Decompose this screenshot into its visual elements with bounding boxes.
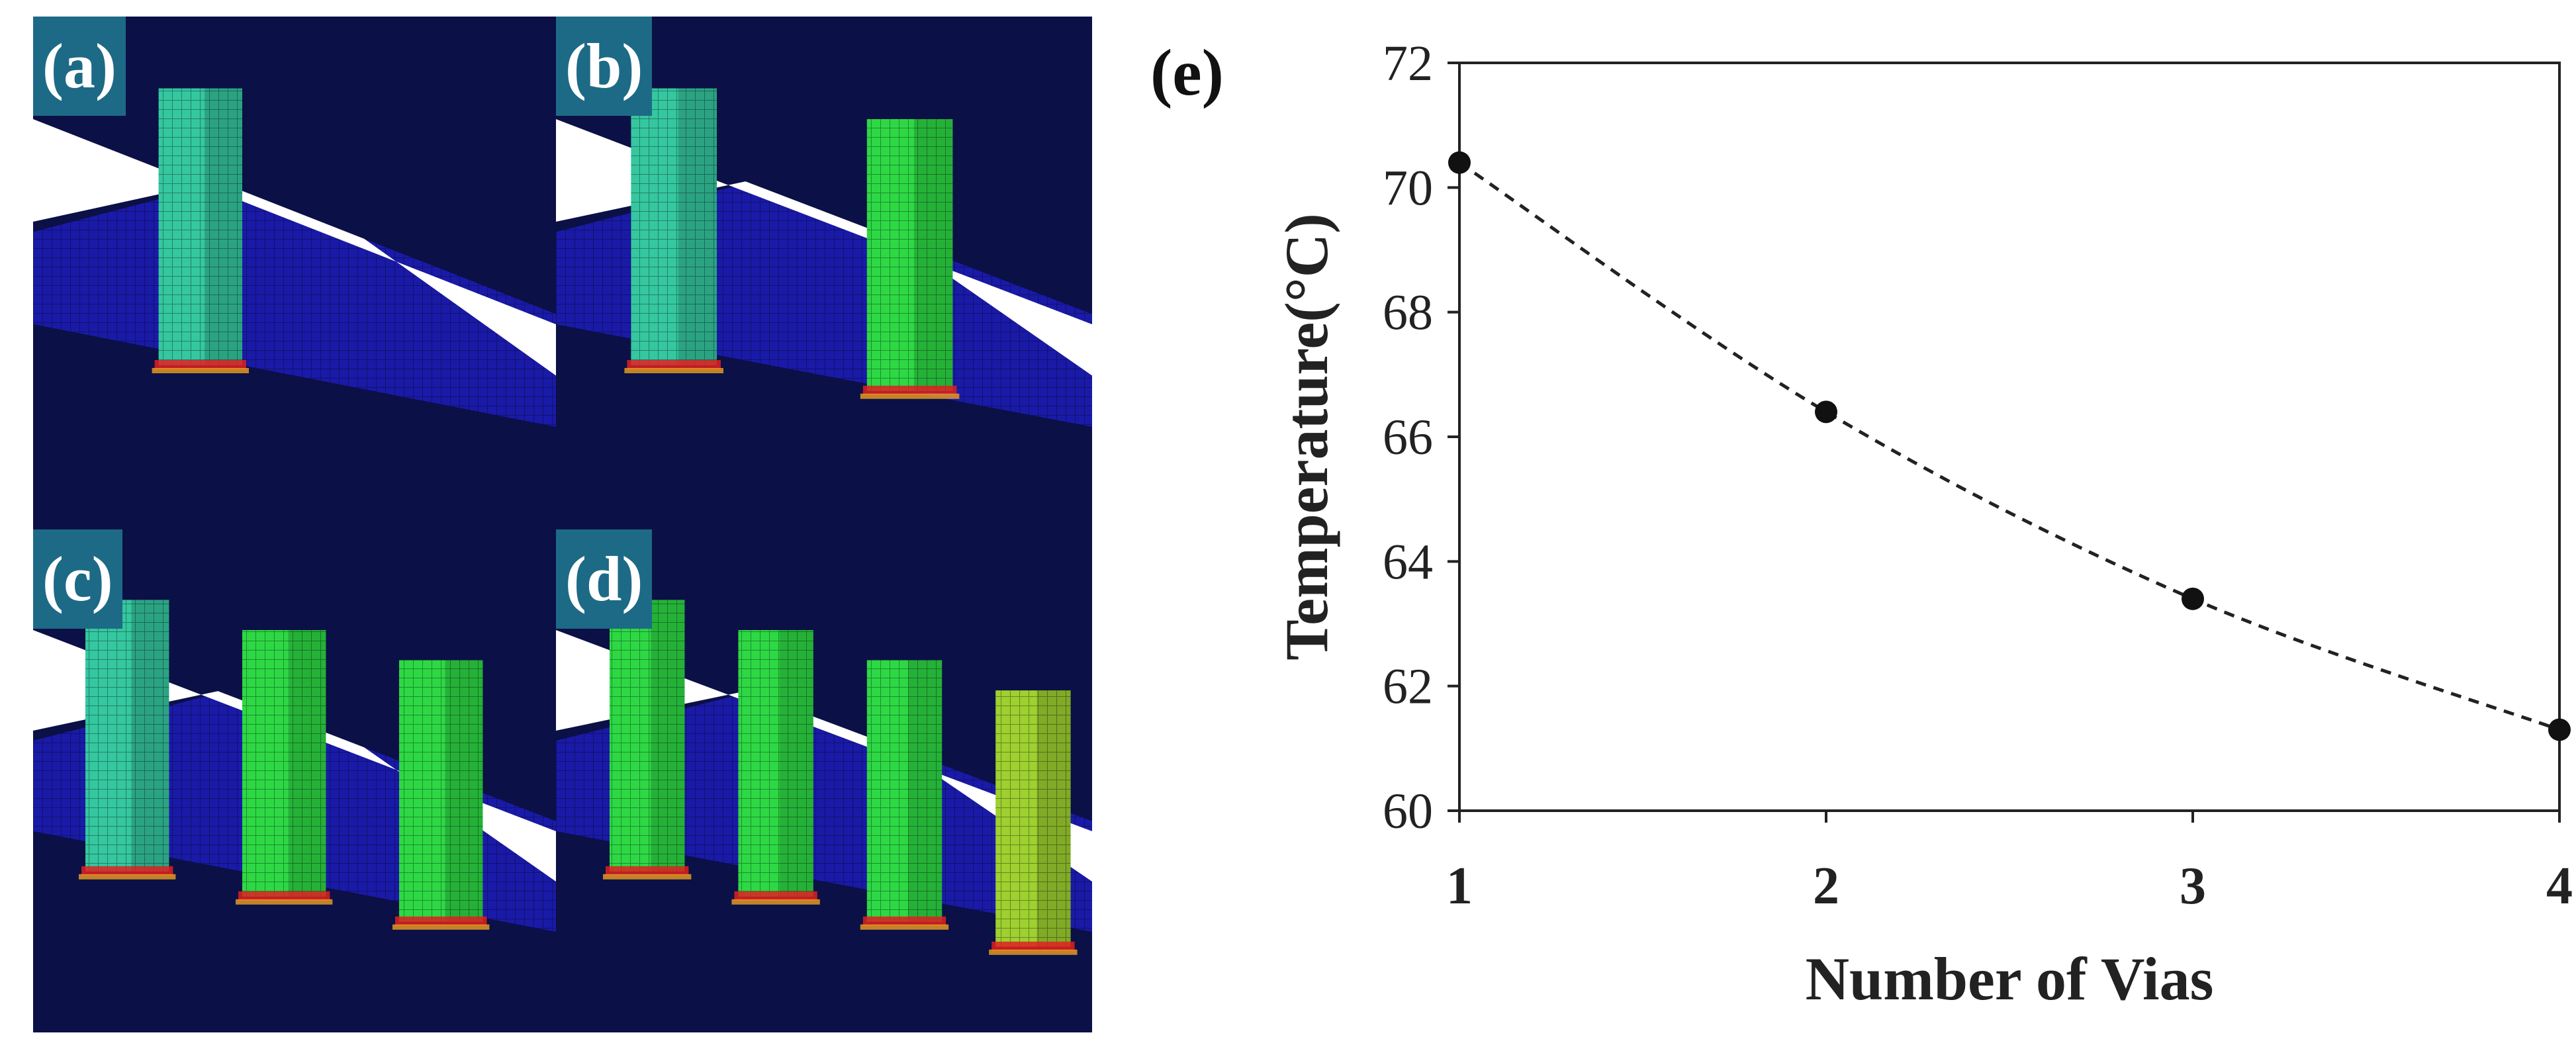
data-point-2 bbox=[1815, 400, 1837, 424]
panel-b-label: (b) bbox=[556, 17, 653, 116]
panel-d: (d) bbox=[556, 529, 1092, 1032]
y-axis-label: Temperature(°C) bbox=[1273, 213, 1340, 660]
x-axis-label: Number of Vias bbox=[1806, 945, 2214, 1013]
y-tick-label: 70 bbox=[1383, 160, 1433, 216]
y-tick-label: 66 bbox=[1383, 410, 1433, 465]
plot-frame bbox=[1458, 62, 2561, 812]
data-point-3 bbox=[2182, 587, 2204, 610]
panel-c-render bbox=[33, 529, 556, 1032]
panel-e-label: (e) bbox=[1150, 36, 1224, 109]
temperature-chart: 60 62 64 66 68 70 72 1 2 3 4 Number of Vias Temperat… bbox=[1273, 36, 2573, 1013]
y-tick-label: 62 bbox=[1383, 659, 1433, 715]
x-tick-label: 1 bbox=[1446, 857, 1473, 915]
x-tick-label: 2 bbox=[1813, 857, 1839, 915]
y-tick-label: 68 bbox=[1383, 285, 1433, 341]
y-tick-label: 60 bbox=[1383, 784, 1433, 839]
data-point-4 bbox=[2548, 718, 2571, 741]
panel-a-render bbox=[33, 17, 556, 529]
y-tick-label: 64 bbox=[1383, 534, 1433, 590]
series-line bbox=[1458, 161, 2560, 731]
panel-a-label: (a) bbox=[33, 17, 126, 116]
data-point-1 bbox=[1448, 151, 1471, 174]
panel-a: (a) bbox=[33, 17, 556, 529]
x-tick-label: 4 bbox=[2546, 857, 2573, 915]
panel-c-label: (c) bbox=[33, 529, 122, 629]
panel-d-label: (d) bbox=[556, 529, 653, 629]
panel-c: (c) bbox=[33, 529, 556, 1032]
y-tick-label: 72 bbox=[1383, 36, 1433, 91]
x-tick-label: 3 bbox=[2180, 857, 2206, 915]
panel-d-render bbox=[556, 529, 1092, 1032]
panel-b: (b) bbox=[556, 17, 1092, 529]
